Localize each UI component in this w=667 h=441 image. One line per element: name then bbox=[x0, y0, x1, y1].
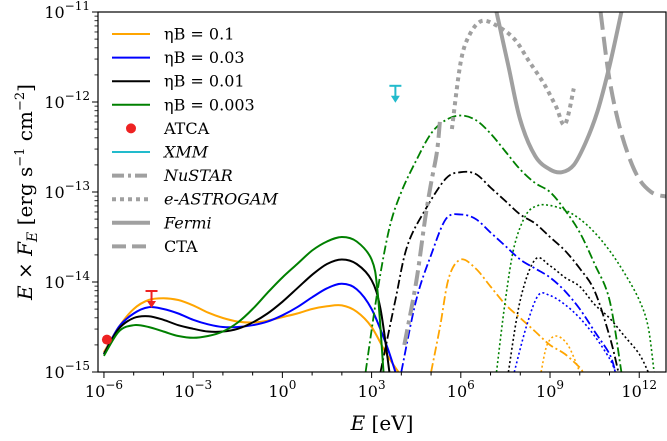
axis-ticks: 10−6 10−3 100 103 106 109 1012 10−15 10−14 10−13 1… bbox=[44, 0, 657, 401]
legend-entry: CTA bbox=[112, 237, 198, 256]
atca-data-point bbox=[101, 334, 112, 345]
y-axis-label: E × FE [erg s−1 cm−2] bbox=[13, 84, 41, 301]
plot-curves bbox=[103, 114, 655, 372]
ic-dotted-curve-eta-0-003 bbox=[495, 203, 655, 372]
cta-sensitivity bbox=[598, 12, 666, 199]
legend-label: ηB = 0.03 bbox=[164, 48, 245, 67]
legend-entry: ηB = 0.01 bbox=[112, 72, 245, 91]
x-tick-label: 100 bbox=[268, 378, 296, 401]
x-tick-label: 109 bbox=[536, 378, 564, 401]
legend-entry: NuSTAR bbox=[112, 166, 233, 185]
legend-label: CTA bbox=[164, 237, 198, 256]
legend-label: ηB = 0.1 bbox=[164, 25, 234, 44]
e-astrogam-sensitivity bbox=[449, 18, 576, 130]
legend-entry: Fermi bbox=[112, 213, 212, 232]
nustar-sensitivity bbox=[402, 119, 442, 346]
legend-label: ηB = 0.003 bbox=[164, 95, 255, 114]
legend-entry: XMM bbox=[112, 143, 209, 162]
ic-dashdot-curve-eta-0-003 bbox=[364, 114, 623, 372]
fermi-sensitivity bbox=[494, 12, 624, 175]
legend-label: e-ASTROGAM bbox=[164, 190, 279, 209]
legend-entry: ATCA bbox=[126, 119, 210, 138]
synchrotron-curve-eta-0-03 bbox=[103, 282, 397, 372]
x-tick-label: 106 bbox=[447, 378, 475, 401]
synchrotron-curve-eta-0-003 bbox=[103, 235, 385, 372]
y-tick-label: 10−15 bbox=[44, 359, 90, 382]
y-tick-label: 10−14 bbox=[44, 269, 90, 292]
x-axis-label: E [eV] bbox=[350, 411, 414, 435]
y-tick-label: 10−12 bbox=[44, 89, 90, 112]
synchrotron-curve-eta-0-01 bbox=[103, 258, 391, 372]
legend-label: ηB = 0.01 bbox=[164, 72, 245, 91]
legend-entry: ηB = 0.03 bbox=[112, 48, 245, 67]
x-tick-label: 10−3 bbox=[174, 378, 212, 401]
ic-dashdot-curve-eta-0-03 bbox=[400, 213, 617, 372]
y-tick-label: 10−11 bbox=[44, 0, 90, 22]
legend-swatch bbox=[126, 123, 136, 134]
legend-label: XMM bbox=[162, 143, 209, 162]
legend-entry: e-ASTROGAM bbox=[112, 190, 279, 209]
legend-entry: ηB = 0.003 bbox=[112, 95, 255, 114]
instrument-sensitivity-curves bbox=[402, 12, 666, 346]
ic-dotted-curve-eta-0-01 bbox=[507, 256, 649, 372]
x-tick-label: 103 bbox=[358, 378, 386, 401]
legend-label: Fermi bbox=[163, 213, 212, 232]
ic-dashdot-curve-eta-0-01 bbox=[379, 170, 620, 372]
observation-markers bbox=[101, 84, 402, 345]
ic-dashdot-curve-eta-0-1 bbox=[430, 258, 584, 372]
x-tick-label: 1012 bbox=[621, 378, 657, 401]
ic-dotted-curve-eta-0-1 bbox=[540, 335, 581, 372]
legend-label: ATCA bbox=[163, 119, 210, 138]
legend: ηB = 0.1 ηB = 0.03 ηB = 0.01 ηB = 0.003 ATCA… bbox=[112, 25, 279, 256]
x-tick-label: 10−6 bbox=[85, 378, 123, 401]
legend-label: NuSTAR bbox=[163, 166, 233, 185]
xmm-upper-limit bbox=[389, 84, 402, 103]
legend-entry: ηB = 0.1 bbox=[112, 25, 234, 44]
atca-upper-limit bbox=[145, 290, 158, 308]
y-tick-label: 10−13 bbox=[44, 179, 90, 202]
